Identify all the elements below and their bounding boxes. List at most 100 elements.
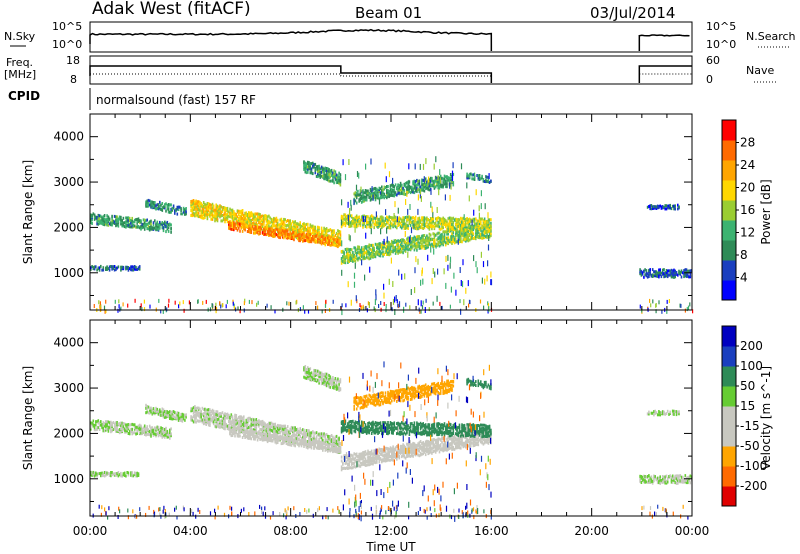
echo-cell: [261, 214, 264, 218]
echo-cell: [374, 189, 377, 193]
echo-cell: [659, 204, 661, 208]
noise-cell: [459, 299, 461, 304]
echo-cell: [299, 435, 301, 438]
echo-cell: [403, 248, 406, 252]
noise-cell: [325, 299, 327, 304]
echo-cell: [91, 265, 93, 268]
echo-cell: [447, 176, 449, 180]
echo-cell: [360, 251, 363, 255]
echo-cell: [325, 232, 328, 235]
scatter-cell: [374, 299, 376, 305]
echo-cell: [654, 272, 656, 276]
echo-cell: [91, 222, 93, 225]
echo-cell: [332, 243, 334, 247]
echo-cell: [458, 229, 461, 233]
echo-cell: [470, 235, 472, 239]
echo-cell: [446, 175, 448, 179]
echo-cell: [378, 221, 381, 225]
echo-cell: [476, 225, 478, 229]
echo-cell: [320, 439, 323, 443]
echo-cell: [210, 209, 212, 213]
echo-cell: [236, 221, 239, 225]
echo-cell: [117, 422, 120, 426]
echo-cell: [241, 216, 244, 220]
echo-cell: [222, 213, 225, 217]
echo-cell: [365, 247, 368, 251]
echo-cell: [461, 225, 463, 229]
echo-cell: [146, 406, 148, 410]
echo-cell: [145, 411, 147, 415]
echo-cell: [231, 420, 234, 423]
echo-cell: [413, 242, 416, 246]
echo-cell: [273, 219, 275, 223]
scatter-cell: [466, 182, 468, 189]
echo-cell: [97, 213, 100, 217]
echo-cell: [241, 209, 244, 212]
echo-cell: [448, 219, 451, 223]
echo-cell: [452, 183, 455, 187]
echo-cell: [475, 217, 477, 221]
echo-cell: [429, 220, 432, 224]
echo-cell: [248, 214, 250, 217]
echo-cell: [176, 212, 179, 216]
echo-cell: [215, 203, 217, 207]
echo-cell: [244, 432, 246, 436]
echo-cell: [190, 407, 192, 411]
echo-cell: [243, 218, 245, 222]
echo-cell: [136, 471, 138, 475]
echo-cell: [392, 223, 394, 227]
echo-cell: [452, 216, 455, 220]
echo-cell: [414, 238, 417, 242]
echo-cell: [170, 434, 172, 438]
echo-cell: [413, 217, 416, 221]
echo-cell: [388, 226, 391, 230]
echo-cell: [209, 419, 211, 423]
noise-cell: [295, 300, 297, 305]
echo-cell: [362, 248, 364, 252]
echo-cell: [231, 428, 234, 431]
echo-cell: [325, 229, 328, 233]
scatter-cell: [396, 216, 398, 223]
echo-cell: [111, 423, 113, 427]
echo-cell: [353, 192, 355, 196]
echo-cell: [404, 246, 407, 250]
echo-cell: [137, 424, 140, 428]
echo-cell: [155, 428, 157, 432]
echo-cell: [240, 428, 243, 432]
echo-cell: [304, 164, 307, 167]
echo-cell: [315, 239, 318, 243]
noise-cell: [256, 302, 258, 307]
echo-cell: [414, 182, 417, 186]
echo-cell: [406, 187, 408, 191]
echo-cell: [160, 203, 162, 207]
echo-cell: [293, 227, 295, 231]
echo-cell: [235, 221, 238, 225]
echo-cell: [239, 430, 241, 434]
echo-cell: [249, 211, 251, 215]
echo-cell: [448, 224, 451, 228]
echo-cell: [289, 234, 291, 238]
echo-cell: [266, 425, 269, 429]
echo-cell: [654, 205, 656, 209]
echo-cell: [303, 231, 305, 235]
echo-cell: [111, 216, 113, 220]
echo-cell: [130, 221, 132, 225]
echo-cell: [365, 253, 368, 257]
echo-cell: [92, 470, 95, 474]
echo-cell: [460, 223, 462, 227]
echo-cell: [165, 433, 167, 437]
scatter-cell: [393, 213, 395, 219]
echo-cell: [229, 227, 231, 231]
echo-cell: [261, 426, 264, 430]
echo-cell: [471, 234, 473, 238]
echo-cell: [161, 221, 164, 224]
echo-cell: [231, 431, 234, 435]
echo-cell: [106, 471, 108, 475]
noise-cell: [219, 301, 221, 306]
echo-cell: [471, 226, 473, 230]
echo-cell: [155, 228, 157, 232]
echo-cell: [411, 190, 413, 194]
echo-cell: [307, 440, 309, 443]
echo-cell: [126, 423, 128, 427]
echo-cell: [214, 416, 216, 420]
